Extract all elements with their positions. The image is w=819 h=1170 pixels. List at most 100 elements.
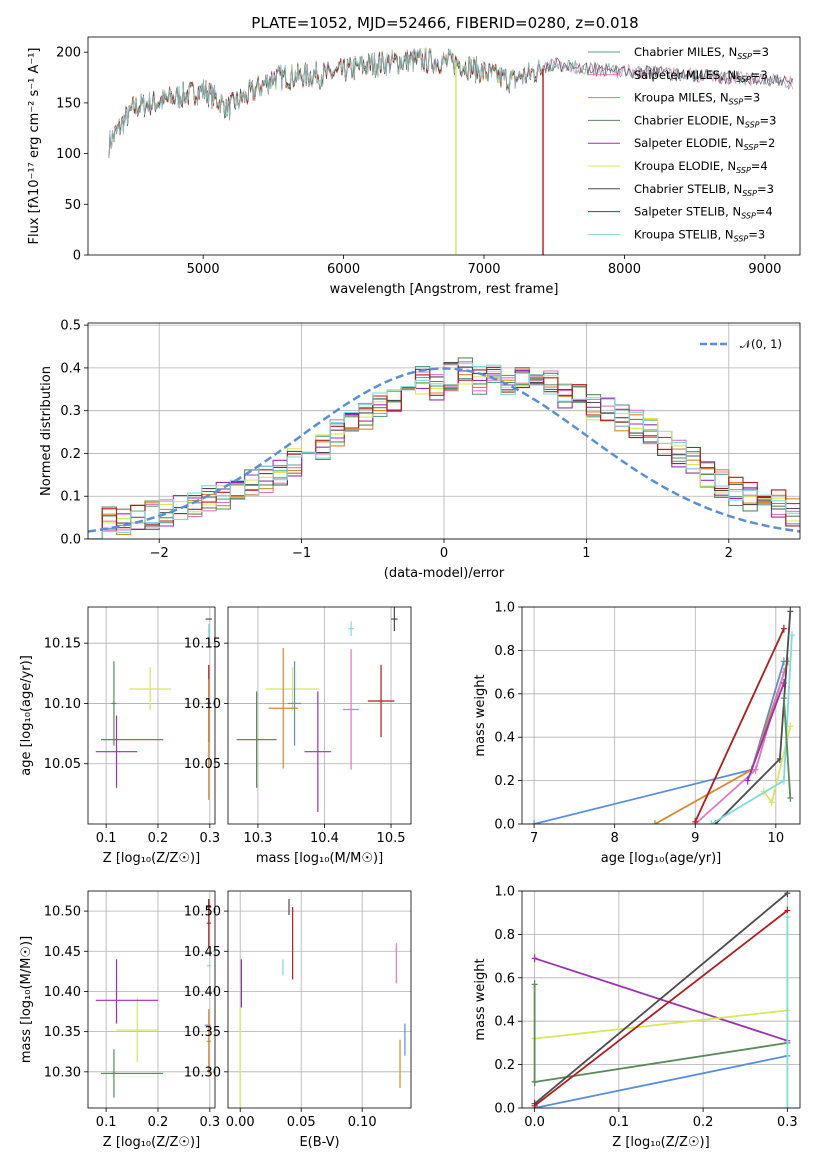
weight-line-4 bbox=[694, 628, 785, 823]
x-tick-label: 0.05 bbox=[287, 1115, 316, 1130]
spectrum-line-8 bbox=[108, 48, 544, 158]
y-tick-label: 0.6 bbox=[494, 687, 515, 702]
legend-nssp: =2 bbox=[758, 136, 775, 150]
legend-subscript: SSP bbox=[729, 98, 744, 107]
x-tick-label: 0.10 bbox=[348, 1115, 377, 1130]
legend-label: Chabrier ELODIE, NSSP=3 bbox=[634, 113, 776, 129]
legend-subscript: SSP bbox=[736, 75, 751, 84]
y-tick-label: 0.6 bbox=[494, 971, 515, 986]
figure-title: PLATE=1052, MJD=52466, FIBERID=0280, z=0… bbox=[251, 14, 638, 32]
legend-nssp: =3 bbox=[743, 91, 760, 105]
y-tick-label: 0.8 bbox=[494, 644, 515, 659]
x-axis-label: wavelength [Angstrom, rest frame] bbox=[330, 282, 559, 297]
panel-residuals: −2 −1 0 1 2 0.0 0.1 0.2 0.3 0.4 0.5 𝒩(0, 1) (data-mo… bbox=[39, 319, 801, 581]
histogram-step-8 bbox=[88, 362, 800, 539]
errorbar-point-7 bbox=[367, 664, 395, 738]
x-tick-label: 0.3 bbox=[199, 831, 220, 846]
weight-line-2 bbox=[534, 1009, 788, 1040]
y-tick-label: 0 bbox=[73, 249, 81, 264]
y-tick-label: 10.05 bbox=[44, 757, 81, 772]
plot-area bbox=[88, 357, 800, 539]
x-tick-label: 0.0 bbox=[524, 1115, 545, 1130]
axes-frame bbox=[87, 322, 801, 540]
x-tick-label: 0 bbox=[440, 546, 448, 561]
legend-nssp: =3 bbox=[760, 113, 777, 127]
x-tick-label: 10 bbox=[768, 831, 785, 846]
y-tick-label: 0.0 bbox=[494, 818, 515, 833]
x-axis-label: Z [log₁₀(Z/Z☉)] bbox=[103, 851, 200, 866]
x-axis-label: Z [log₁₀(Z/Z☉)] bbox=[612, 1135, 709, 1150]
weight-line-3 bbox=[714, 611, 792, 824]
y-axis-label: mass weight bbox=[473, 958, 488, 1040]
panel-age-vs-Z: 0.1 0.2 0.3 10.05 10.10 10.15 Z [log₁₀(Z/Z☉)] a… bbox=[19, 606, 220, 866]
legend-name: Kroupa STELIB, N bbox=[634, 227, 734, 241]
legend-nssp: =3 bbox=[751, 68, 768, 82]
errorbar-point-8 bbox=[207, 679, 210, 800]
legend-label: Salpeter ELODIE, NSSP=2 bbox=[634, 136, 775, 152]
y-tick-label: 0.2 bbox=[60, 447, 81, 462]
errorbar-point-6 bbox=[348, 621, 354, 636]
axes-frame bbox=[87, 606, 216, 825]
legend-label: Kroupa MILES, NSSP=3 bbox=[634, 91, 760, 107]
errorbar-point-1 bbox=[129, 667, 171, 711]
plot-area bbox=[95, 899, 212, 1098]
legend-nssp: =4 bbox=[756, 205, 773, 219]
errorbar-point-2 bbox=[116, 997, 158, 1063]
legend-name: Kroupa ELODIE, N bbox=[634, 159, 736, 173]
y-axis-label: mass [log₁₀(M/M☉)] bbox=[19, 936, 34, 1063]
x-axis-label: Z [log₁₀(Z/Z☉)] bbox=[103, 1135, 200, 1150]
weight-line-0 bbox=[533, 661, 785, 824]
y-tick-label: 0.0 bbox=[494, 1102, 515, 1117]
weight-line-5 bbox=[534, 909, 788, 1107]
legend-nssp: =3 bbox=[757, 182, 774, 196]
plot-area bbox=[95, 618, 212, 800]
plot-area bbox=[531, 607, 795, 824]
legend-name: Chabrier ELODIE, N bbox=[634, 113, 745, 127]
x-tick-label: 6000 bbox=[327, 262, 360, 277]
legend-subscript: SSP bbox=[734, 234, 749, 243]
y-tick-label: 10.45 bbox=[184, 945, 221, 960]
legend-nssp: =4 bbox=[751, 159, 768, 173]
y-tick-label: 50 bbox=[64, 198, 81, 213]
y-tick-label: 10.50 bbox=[184, 905, 221, 920]
y-axis-label: Flux [fλ10⁻¹⁷ erg cm⁻² s⁻¹ A⁻¹] bbox=[27, 48, 42, 245]
x-axis-label: E(B-V) bbox=[299, 1135, 339, 1150]
y-tick-label: 0.3 bbox=[60, 404, 81, 419]
x-tick-label: 9000 bbox=[748, 262, 781, 277]
y-axis-label: mass weight bbox=[473, 674, 488, 756]
errorbar-point-1 bbox=[265, 667, 320, 711]
legend-name: Chabrier MILES, N bbox=[634, 45, 737, 59]
y-tick-label: 100 bbox=[56, 147, 81, 162]
errorbar-point-0 bbox=[111, 661, 117, 746]
y-tick-label: 10.05 bbox=[184, 757, 221, 772]
x-axis-label: mass [log₁₀(M/M☉)] bbox=[256, 851, 383, 866]
y-tick-label: 0.1 bbox=[60, 490, 81, 505]
legend-label: Salpeter MILES, NSSP=3 bbox=[634, 68, 768, 84]
legend-label: Kroupa ELODIE, NSSP=4 bbox=[634, 159, 768, 175]
errorbar-point-10 bbox=[206, 1009, 211, 1074]
y-tick-label: 0.4 bbox=[494, 731, 515, 746]
legend-subscript: SSP bbox=[741, 212, 756, 221]
y-tick-label: 0.8 bbox=[494, 928, 515, 943]
panel-mass-vs-Z: 0.1 0.2 0.3 10.30 10.35 10.40 10.45 10.50 Z [log… bbox=[19, 890, 220, 1150]
errorbar-point-5 bbox=[207, 623, 210, 639]
weight-line-8 bbox=[746, 682, 785, 781]
panel-spectrum: 5000 6000 7000 8000 9000 0 50 100 150 200 Chabrier… bbox=[27, 36, 801, 297]
axes-frame bbox=[521, 890, 801, 1109]
x-tick-label: 0.1 bbox=[609, 1115, 630, 1130]
y-tick-label: 10.30 bbox=[184, 1065, 221, 1080]
panel-mass-vs-EBV: 0.00 0.05 0.10 10.30 10.35 10.40 10.45 10.50 E(B… bbox=[184, 890, 412, 1150]
weight-line-4 bbox=[534, 892, 788, 1105]
x-tick-label: −1 bbox=[292, 546, 311, 561]
errorbar-point-4 bbox=[304, 691, 332, 812]
y-tick-label: 10.50 bbox=[44, 905, 81, 920]
plot-area bbox=[236, 607, 398, 812]
x-tick-label: 0.1 bbox=[96, 831, 117, 846]
legend-subscript: SSP bbox=[742, 189, 757, 198]
legend-label: 𝒩(0, 1) bbox=[740, 337, 782, 351]
legend-subscript: SSP bbox=[736, 166, 751, 175]
weight-line-6 bbox=[710, 635, 793, 824]
normal-curve bbox=[88, 367, 800, 533]
plot-area bbox=[239, 899, 406, 1108]
